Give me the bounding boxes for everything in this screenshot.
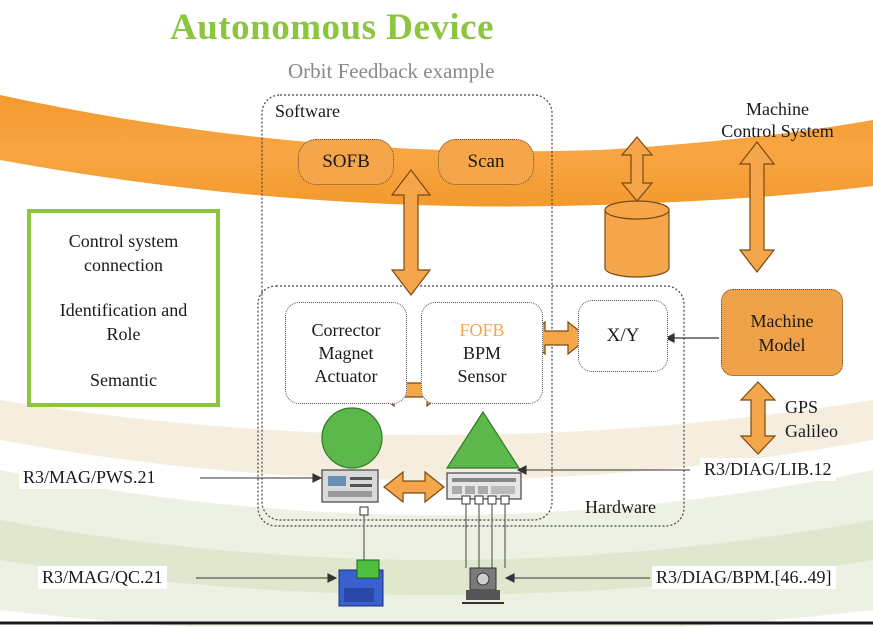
psu-device-label: R3/MAG/PWS.21 <box>19 466 160 489</box>
bpm-line1: BPM <box>462 342 502 363</box>
bpm-sensor-hardware <box>462 567 504 604</box>
db-arrow <box>620 136 654 202</box>
lib-device-label: R3/DIAG/LIB.12 <box>700 458 836 481</box>
corrector-magnet-box: Corrector Magnet Actuator <box>285 302 407 404</box>
machine-control-line2: Control System <box>721 121 834 141</box>
fofb-label: FOFB <box>459 319 505 340</box>
sofb-hardware-arrow <box>390 169 432 296</box>
power-supply-device <box>321 469 379 503</box>
sofb-label: SOFB <box>322 151 370 172</box>
machine-model-line1: Machine <box>750 310 814 331</box>
machine-model-node: Machine Model <box>721 289 843 376</box>
actuator-circle <box>321 407 383 469</box>
track-band-tan <box>0 400 873 480</box>
xy-label: X/Y <box>606 325 640 346</box>
machine-model-line2: Model <box>758 334 806 355</box>
quadrupole-magnet <box>338 559 384 607</box>
legend-item-1-line2: connection <box>84 255 163 275</box>
software-container <box>261 94 553 521</box>
bpm-ports <box>461 495 510 505</box>
bpm-sensor-box: FOFB BPM Sensor <box>421 302 543 404</box>
sensor-triangle <box>445 410 521 469</box>
control-system-band <box>0 95 873 207</box>
bpm-electronics-device <box>446 472 522 500</box>
bpm-line2: Sensor <box>457 365 507 386</box>
corrector-line1: Corrector <box>311 319 381 340</box>
gps-label: GPS Galileo <box>785 395 838 443</box>
gps-line2: Galileo <box>785 421 838 441</box>
page-title: Autonomous Device <box>170 7 495 48</box>
qc-device-label: R3/MAG/QC.21 <box>38 566 167 589</box>
model-xy-pointer <box>664 333 719 343</box>
psu-port <box>359 506 369 516</box>
corrector-line3: Actuator <box>314 365 378 386</box>
legend-item-2-line1: Identification and <box>59 300 188 320</box>
hardware-label: Hardware <box>585 497 656 517</box>
page-subtitle: Orbit Feedback example <box>288 59 495 83</box>
legend-item-3: Semantic <box>90 370 157 390</box>
scan-node: Scan <box>438 139 534 185</box>
sofb-node: SOFB <box>298 139 394 185</box>
machine-control-label: Machine Control System <box>700 98 855 142</box>
device-link-arrow <box>383 470 445 504</box>
legend-box: Control system connection Identification… <box>27 209 220 407</box>
label-pointers <box>196 465 690 583</box>
hardware-container <box>257 285 685 527</box>
database-cylinder <box>604 200 670 278</box>
model-gps-arrow <box>739 381 777 455</box>
corrector-line2: Magnet <box>318 342 374 363</box>
scan-label: Scan <box>467 151 505 172</box>
gps-line1: GPS <box>785 397 819 417</box>
bpm-device-label: R3/DIAG/BPM.[46..49] <box>652 566 836 589</box>
bpm-cables <box>465 504 506 568</box>
control-model-arrow <box>738 141 776 273</box>
legend-item-2-line2: Role <box>106 324 141 344</box>
software-label: Software <box>275 101 340 121</box>
legend-item-1-line1: Control system <box>68 231 179 251</box>
machine-control-line1: Machine <box>746 99 809 119</box>
xy-box: X/Y <box>578 300 668 372</box>
